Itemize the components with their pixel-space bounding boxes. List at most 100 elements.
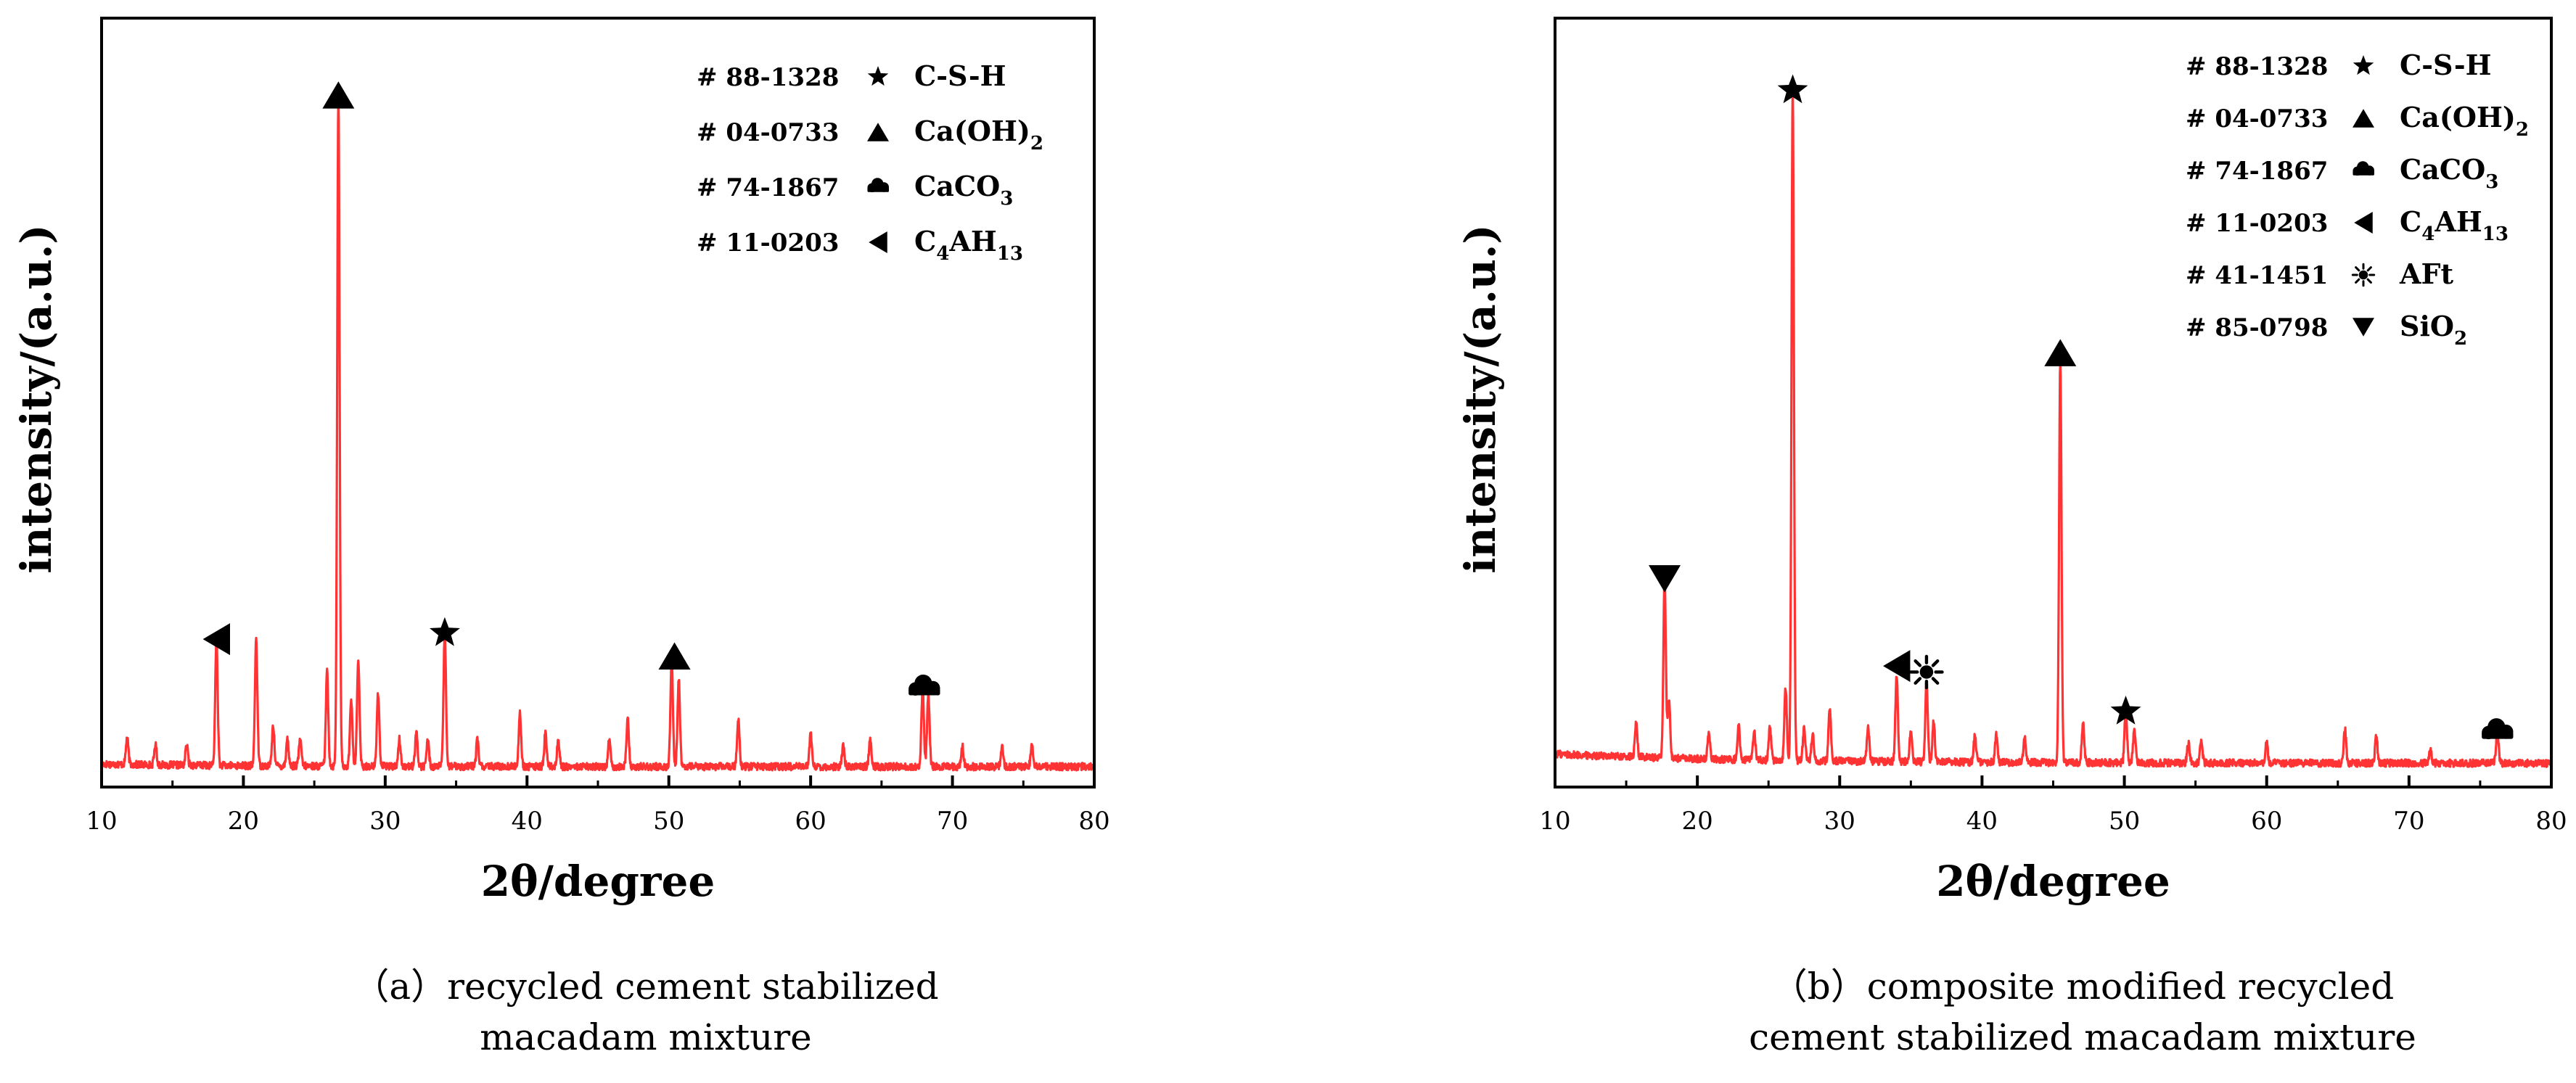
x-axis-label: 2θ/degree xyxy=(481,857,715,906)
legend-entry: # 04-0733 Ca(OH)2 xyxy=(697,115,1043,155)
star-icon xyxy=(430,617,460,646)
x-tick-label: 30 xyxy=(369,807,401,836)
sun-icon xyxy=(2351,263,2376,287)
legend-phase-subscript: 2 xyxy=(2454,328,2467,350)
triangle-down-icon xyxy=(2353,318,2374,337)
legend-phase-name: C-S-H xyxy=(2400,49,2492,81)
legend-code: # 11-0203 xyxy=(697,228,839,258)
triangle-left-icon xyxy=(1883,650,1911,683)
triangle-up-icon xyxy=(867,123,889,141)
legend-code: # 85-0798 xyxy=(2186,313,2328,342)
peak-marker-triangle xyxy=(2044,339,2077,366)
triangle-left-icon xyxy=(2354,212,2373,234)
legend-entry: # 88-1328 C-S-H xyxy=(697,59,1006,92)
x-axis: 10 20 30 40 50 60 70 80 xyxy=(1539,775,2567,836)
legend-code: # 04-0733 xyxy=(2186,104,2328,133)
legend-symbol-down-triangle xyxy=(2353,318,2374,337)
caption-line: （b）composite modified recycled xyxy=(1771,965,2395,1008)
x-tick-label: 50 xyxy=(653,807,684,836)
legend-phase-subscript: 2 xyxy=(1030,133,1043,155)
x-axis-label: 2θ/degree xyxy=(1936,857,2170,906)
legend-phase-tail: AH xyxy=(2434,205,2482,238)
x-tick-label: 20 xyxy=(1682,807,1713,836)
legend-entry: # 11-0203 C4AH13 xyxy=(2186,205,2509,245)
legend-code: # 74-1867 xyxy=(2186,157,2328,186)
peak-marker-star xyxy=(430,617,460,646)
x-tick-label: 10 xyxy=(1539,807,1570,836)
cloud-icon xyxy=(2353,161,2374,176)
star-icon xyxy=(1777,74,1808,104)
y-axis-label: intensity/(a.u.) xyxy=(12,224,61,573)
legend-code: # 88-1328 xyxy=(697,63,839,92)
legend-code: # 04-0733 xyxy=(697,118,839,147)
legend-phase-name: SiO xyxy=(2400,310,2454,342)
cloud-icon xyxy=(2482,718,2514,740)
legend-phase: AFt xyxy=(2399,258,2453,290)
chart-panel-a: 10 20 30 40 50 60 70 80 2θ/degree intensity/(a.u.… xyxy=(12,17,1110,1058)
legend-phase: Ca(OH)2 xyxy=(2400,101,2529,141)
legend-phase: SiO2 xyxy=(2400,310,2467,350)
legend-symbol-triangle xyxy=(867,123,889,141)
legend-symbol-left-triangle xyxy=(2354,212,2373,234)
legend-phase-subscript: 4 xyxy=(2421,223,2435,245)
legend-phase: C4AH13 xyxy=(914,225,1023,265)
legend-phase: C-S-H xyxy=(914,59,1006,92)
y-axis-label: intensity/(a.u.) xyxy=(1456,224,1505,573)
legend-entry: # 74-1867 CaCO3 xyxy=(2186,153,2498,193)
peak-marker-sun xyxy=(1909,654,1944,690)
legend-symbol-cloud xyxy=(2353,161,2374,176)
legend-code: # 41-1451 xyxy=(2186,261,2328,290)
peak-marker-cloud xyxy=(908,674,940,696)
legend-phase-name: CaCO xyxy=(914,170,1000,202)
triangle-down-icon xyxy=(1649,565,1681,593)
legend-entry: # 41-1451 AFt xyxy=(2186,258,2453,290)
legend-entry: # 74-1867 CaCO3 xyxy=(697,170,1013,210)
triangle-up-icon xyxy=(2353,109,2374,128)
legend-entry: # 04-0733 Ca(OH)2 xyxy=(2186,101,2529,141)
panel-caption: （b）composite modified recycled cement sta… xyxy=(1749,965,2416,1058)
x-tick-label: 60 xyxy=(795,807,826,836)
caption-line: （a）recycled cement stabilized xyxy=(353,965,938,1008)
peak-marker-star xyxy=(2110,696,2141,725)
x-tick-label: 40 xyxy=(1966,807,1998,836)
legend-phase: C4AH13 xyxy=(2400,205,2509,245)
caption-line: macadam mixture xyxy=(480,1016,812,1058)
x-tick-label: 40 xyxy=(512,807,543,836)
caption-line: cement stabilized macadam mixture xyxy=(1749,1016,2416,1058)
legend-phase: Ca(OH)2 xyxy=(914,115,1043,155)
legend-symbol-sun xyxy=(2351,263,2376,287)
legend-phase-name: AFt xyxy=(2399,258,2453,290)
cloud-icon xyxy=(908,674,940,696)
legend-phase: CaCO3 xyxy=(2400,153,2498,193)
peak-marker-triangle xyxy=(322,81,355,109)
triangle-up-icon xyxy=(322,81,355,109)
triangle-up-icon xyxy=(2044,339,2077,366)
legend-phase-name: Ca(OH) xyxy=(2400,101,2516,133)
x-tick-label: 60 xyxy=(2251,807,2282,836)
sun-icon xyxy=(1909,654,1944,690)
legend-phase-name: Ca(OH) xyxy=(914,115,1030,147)
legend-entry: # 11-0203 C4AH13 xyxy=(697,225,1023,265)
legend-code: # 88-1328 xyxy=(2186,52,2328,81)
legend-phase-subscript: 3 xyxy=(2485,171,2498,193)
legend-phase-name: C-S-H xyxy=(914,59,1006,92)
star-icon xyxy=(2110,696,2141,725)
peak-marker-star xyxy=(1777,74,1808,104)
x-tick-label: 10 xyxy=(86,807,117,836)
peak-marker-left-triangle xyxy=(1883,650,1911,683)
peak-marker-cloud xyxy=(2482,718,2514,740)
legend-phase: CaCO3 xyxy=(914,170,1013,210)
legend-code: # 74-1867 xyxy=(697,173,839,202)
series-line xyxy=(100,96,1096,772)
legend: # 88-1328 C-S-H # 04-0733 Ca(OH)2 # 74-1867 C… xyxy=(697,59,1043,265)
legend-symbol-cloud xyxy=(867,178,889,193)
legend-symbol-star xyxy=(867,66,889,86)
legend-phase-subscript: 2 xyxy=(2516,119,2529,141)
cloud-icon xyxy=(867,178,889,193)
series-line xyxy=(1554,86,2553,768)
legend-code: # 11-0203 xyxy=(2186,209,2328,238)
panel-caption: （a）recycled cement stabilized macadam mix… xyxy=(353,965,938,1058)
legend-entry: # 85-0798 SiO2 xyxy=(2186,310,2467,350)
legend-phase-subscript: 3 xyxy=(1000,188,1013,210)
